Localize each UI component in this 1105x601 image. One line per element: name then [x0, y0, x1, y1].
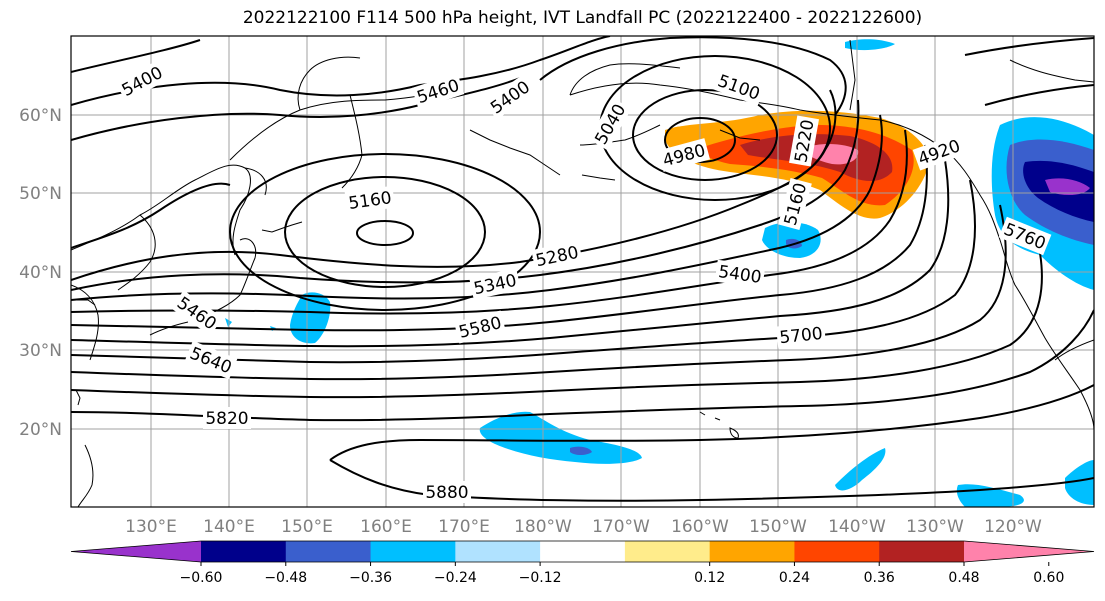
contour-label: 5700 — [779, 324, 824, 348]
colorbar-extend-max — [964, 541, 1094, 562]
contour-label: 5880 — [425, 483, 468, 503]
lat-label-30n: 30°N — [19, 341, 62, 361]
lon-label: 180°W — [514, 517, 572, 537]
map-title: 2022122100 F114 500 hPa height, IVT Land… — [242, 8, 923, 28]
lat-label-40n: 40°N — [19, 263, 62, 283]
colorbar-swatch — [540, 541, 626, 562]
lon-label: 130°E — [125, 517, 177, 537]
lon-label: 160°W — [671, 517, 729, 537]
latitude-labels: 60°N 50°N 40°N 30°N 20°N — [19, 106, 62, 440]
longitude-labels: 130°E 140°E 150°E 160°E 170°E 180°W 170°… — [125, 517, 1042, 537]
colorbar-tick-label: −0.12 — [519, 570, 562, 586]
colorbar-swatch — [201, 541, 287, 562]
colorbar-tick-label: −0.36 — [349, 570, 392, 586]
colorbar-swatch — [879, 541, 965, 562]
colorbar: −0.60 −0.48 −0.36 −0.24 −0.12 0.12 0.24 0.36 0.4… — [70, 540, 1095, 586]
lon-label: 170°E — [438, 517, 490, 537]
lon-label: 140°E — [203, 517, 255, 537]
ivt-shading-negative — [225, 39, 1094, 507]
lon-label: 130°W — [906, 517, 964, 537]
lon-label: 120°W — [984, 517, 1042, 537]
colorbar-tick-label: −0.48 — [264, 570, 307, 586]
colorbar-tick-label: 0.12 — [694, 570, 725, 586]
colorbar-tick-label: 0.24 — [779, 570, 810, 586]
colorbar-tick-label: −0.60 — [180, 570, 223, 586]
colorbar-swatch — [794, 541, 880, 562]
lon-label: 150°E — [281, 517, 333, 537]
lat-label-50n: 50°N — [19, 184, 62, 204]
colorbar-swatch — [285, 541, 372, 562]
colorbar-tick-label: 0.36 — [864, 570, 895, 586]
colorbar-swatch — [455, 541, 541, 562]
height-contours — [71, 36, 1094, 502]
map-frame — [70, 35, 1095, 508]
lat-label-60n: 60°N — [19, 106, 62, 126]
colorbar-extend-min — [71, 541, 201, 562]
lon-label: 170°W — [592, 517, 650, 537]
lon-label: 140°W — [828, 517, 886, 537]
lat-label-20n: 20°N — [19, 420, 62, 440]
colorbar-tick-label: 0.60 — [1033, 570, 1064, 586]
colorbar-swatch — [624, 541, 711, 562]
lon-label: 160°E — [360, 517, 412, 537]
colorbar-tick-label: 0.48 — [948, 570, 979, 586]
colorbar-tick-label: −0.24 — [434, 570, 477, 586]
contour-label: 5820 — [205, 409, 248, 429]
colorbar-swatch — [370, 541, 456, 562]
lon-label: 150°W — [749, 517, 807, 537]
colorbar-swatch — [709, 541, 795, 562]
